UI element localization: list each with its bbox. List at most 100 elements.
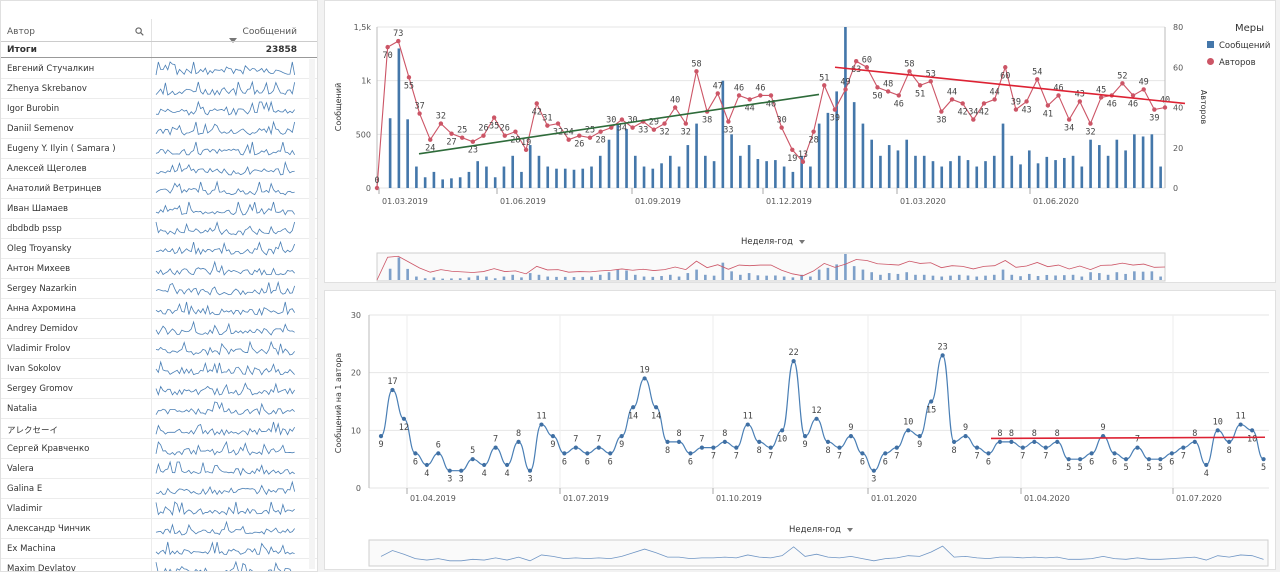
table-row[interactable]: Vladimir Frolov	[1, 339, 317, 359]
per-author-point[interactable]	[780, 428, 785, 433]
per-author-point[interactable]	[539, 422, 544, 427]
bar[interactable]	[966, 160, 970, 188]
bar[interactable]	[861, 123, 865, 188]
authors-point[interactable]	[907, 69, 912, 74]
table-row[interactable]: Sergey Gromov	[1, 379, 317, 399]
per-author-point[interactable]	[837, 445, 842, 450]
bar[interactable]	[809, 166, 812, 188]
bar[interactable]	[704, 155, 707, 188]
per-author-point[interactable]	[585, 451, 590, 456]
range-navigator[interactable]	[376, 252, 1166, 282]
per-author-point[interactable]	[986, 451, 991, 456]
table-row[interactable]: Антон Михеев	[1, 259, 317, 279]
per-author-point[interactable]	[562, 451, 567, 456]
per-author-point[interactable]	[596, 445, 601, 450]
per-author-point[interactable]	[1158, 457, 1163, 462]
bar[interactable]	[1115, 139, 1119, 188]
authors-point[interactable]	[630, 125, 635, 130]
table-row[interactable]: Daniil Semenov	[1, 119, 317, 139]
authors-point[interactable]	[534, 101, 539, 106]
per-author-point[interactable]	[711, 445, 716, 450]
table-row[interactable]: Valera	[1, 459, 317, 479]
authors-point[interactable]	[619, 117, 625, 122]
bar[interactable]	[896, 150, 900, 188]
bar[interactable]	[1036, 163, 1040, 188]
authors-point[interactable]	[438, 121, 444, 126]
per-author-point[interactable]	[871, 468, 876, 473]
per-author-point[interactable]	[1020, 445, 1025, 450]
per-author-point[interactable]	[906, 428, 911, 433]
table-row[interactable]: Igor Burobin	[1, 99, 317, 119]
bar[interactable]	[493, 177, 497, 188]
per-author-point[interactable]	[1238, 422, 1243, 427]
bar[interactable]	[914, 155, 917, 188]
bar[interactable]	[415, 166, 418, 188]
per-author-point[interactable]	[1249, 428, 1255, 433]
bar[interactable]	[1062, 157, 1066, 188]
bar[interactable]	[817, 123, 821, 188]
authors-point[interactable]	[939, 109, 944, 114]
table-row[interactable]: Анатолий Ветринцев	[1, 179, 317, 199]
bar[interactable]	[511, 155, 515, 188]
bar[interactable]	[1054, 160, 1057, 188]
authors-point[interactable]	[1162, 105, 1168, 110]
bar[interactable]	[879, 155, 882, 188]
per-author-point[interactable]	[848, 434, 854, 439]
per-author-point[interactable]	[883, 451, 888, 456]
per-author-point[interactable]	[940, 353, 945, 358]
per-author-point[interactable]	[390, 387, 395, 393]
authors-point[interactable]	[502, 133, 507, 138]
bar[interactable]	[1106, 155, 1110, 188]
per-author-point[interactable]	[665, 439, 670, 444]
table-row[interactable]: Sergey Nazarkin	[1, 279, 317, 299]
per-author-point[interactable]	[436, 451, 441, 456]
per-author-point[interactable]	[1227, 439, 1232, 444]
authors-point[interactable]	[1035, 77, 1040, 82]
bar[interactable]	[476, 161, 480, 188]
table-row[interactable]: Natalia	[1, 399, 317, 419]
per-author-point[interactable]	[1009, 439, 1014, 444]
table-row[interactable]: アレクセーイ	[1, 419, 317, 439]
bar[interactable]	[686, 145, 690, 188]
per-author-point[interactable]	[814, 416, 819, 421]
authors-point[interactable]	[1045, 103, 1051, 108]
table-row[interactable]: Oleg Troyansky	[1, 239, 317, 259]
bar[interactable]	[800, 155, 803, 188]
bar[interactable]	[423, 177, 427, 188]
table-row[interactable]: Eugeny Y. Ilyin ( Samara )	[1, 139, 317, 159]
authors-point[interactable]	[598, 129, 603, 134]
authors-point[interactable]	[1152, 107, 1157, 112]
per-author-point[interactable]	[1192, 439, 1197, 444]
authors-point[interactable]	[491, 115, 497, 120]
authors-point[interactable]	[406, 75, 412, 80]
authors-point[interactable]	[459, 135, 465, 140]
authors-point[interactable]	[790, 147, 795, 152]
authors-point[interactable]	[651, 127, 657, 132]
bar[interactable]	[984, 161, 987, 188]
per-author-point[interactable]	[619, 434, 624, 439]
authors-point[interactable]	[992, 97, 997, 102]
vertical-scrollbar[interactable]	[309, 59, 315, 569]
dimension-selector-bottom[interactable]: Неделя-год	[789, 525, 853, 535]
per-author-point[interactable]	[1123, 457, 1129, 462]
per-author-point[interactable]	[997, 439, 1003, 444]
authors-point[interactable]	[949, 97, 955, 102]
table-row[interactable]: dbdbdb pssp	[1, 219, 317, 239]
authors-point[interactable]	[672, 105, 678, 110]
table-row[interactable]: Анна Ахромина	[1, 299, 317, 319]
authors-point[interactable]	[843, 87, 848, 92]
authors-point[interactable]	[555, 121, 561, 126]
per-author-point[interactable]	[1078, 457, 1083, 462]
bar[interactable]	[1133, 134, 1136, 188]
bar[interactable]	[1001, 123, 1005, 188]
bar[interactable]	[1071, 155, 1075, 188]
per-author-point[interactable]	[791, 359, 796, 364]
bar[interactable]	[397, 48, 401, 188]
authors-point[interactable]	[864, 65, 870, 70]
per-author-point[interactable]	[1032, 439, 1037, 444]
bar[interactable]	[739, 155, 742, 188]
authors-point[interactable]	[758, 93, 763, 98]
bar[interactable]	[441, 179, 444, 188]
authors-point[interactable]	[1141, 87, 1146, 92]
authors-point[interactable]	[577, 133, 582, 138]
